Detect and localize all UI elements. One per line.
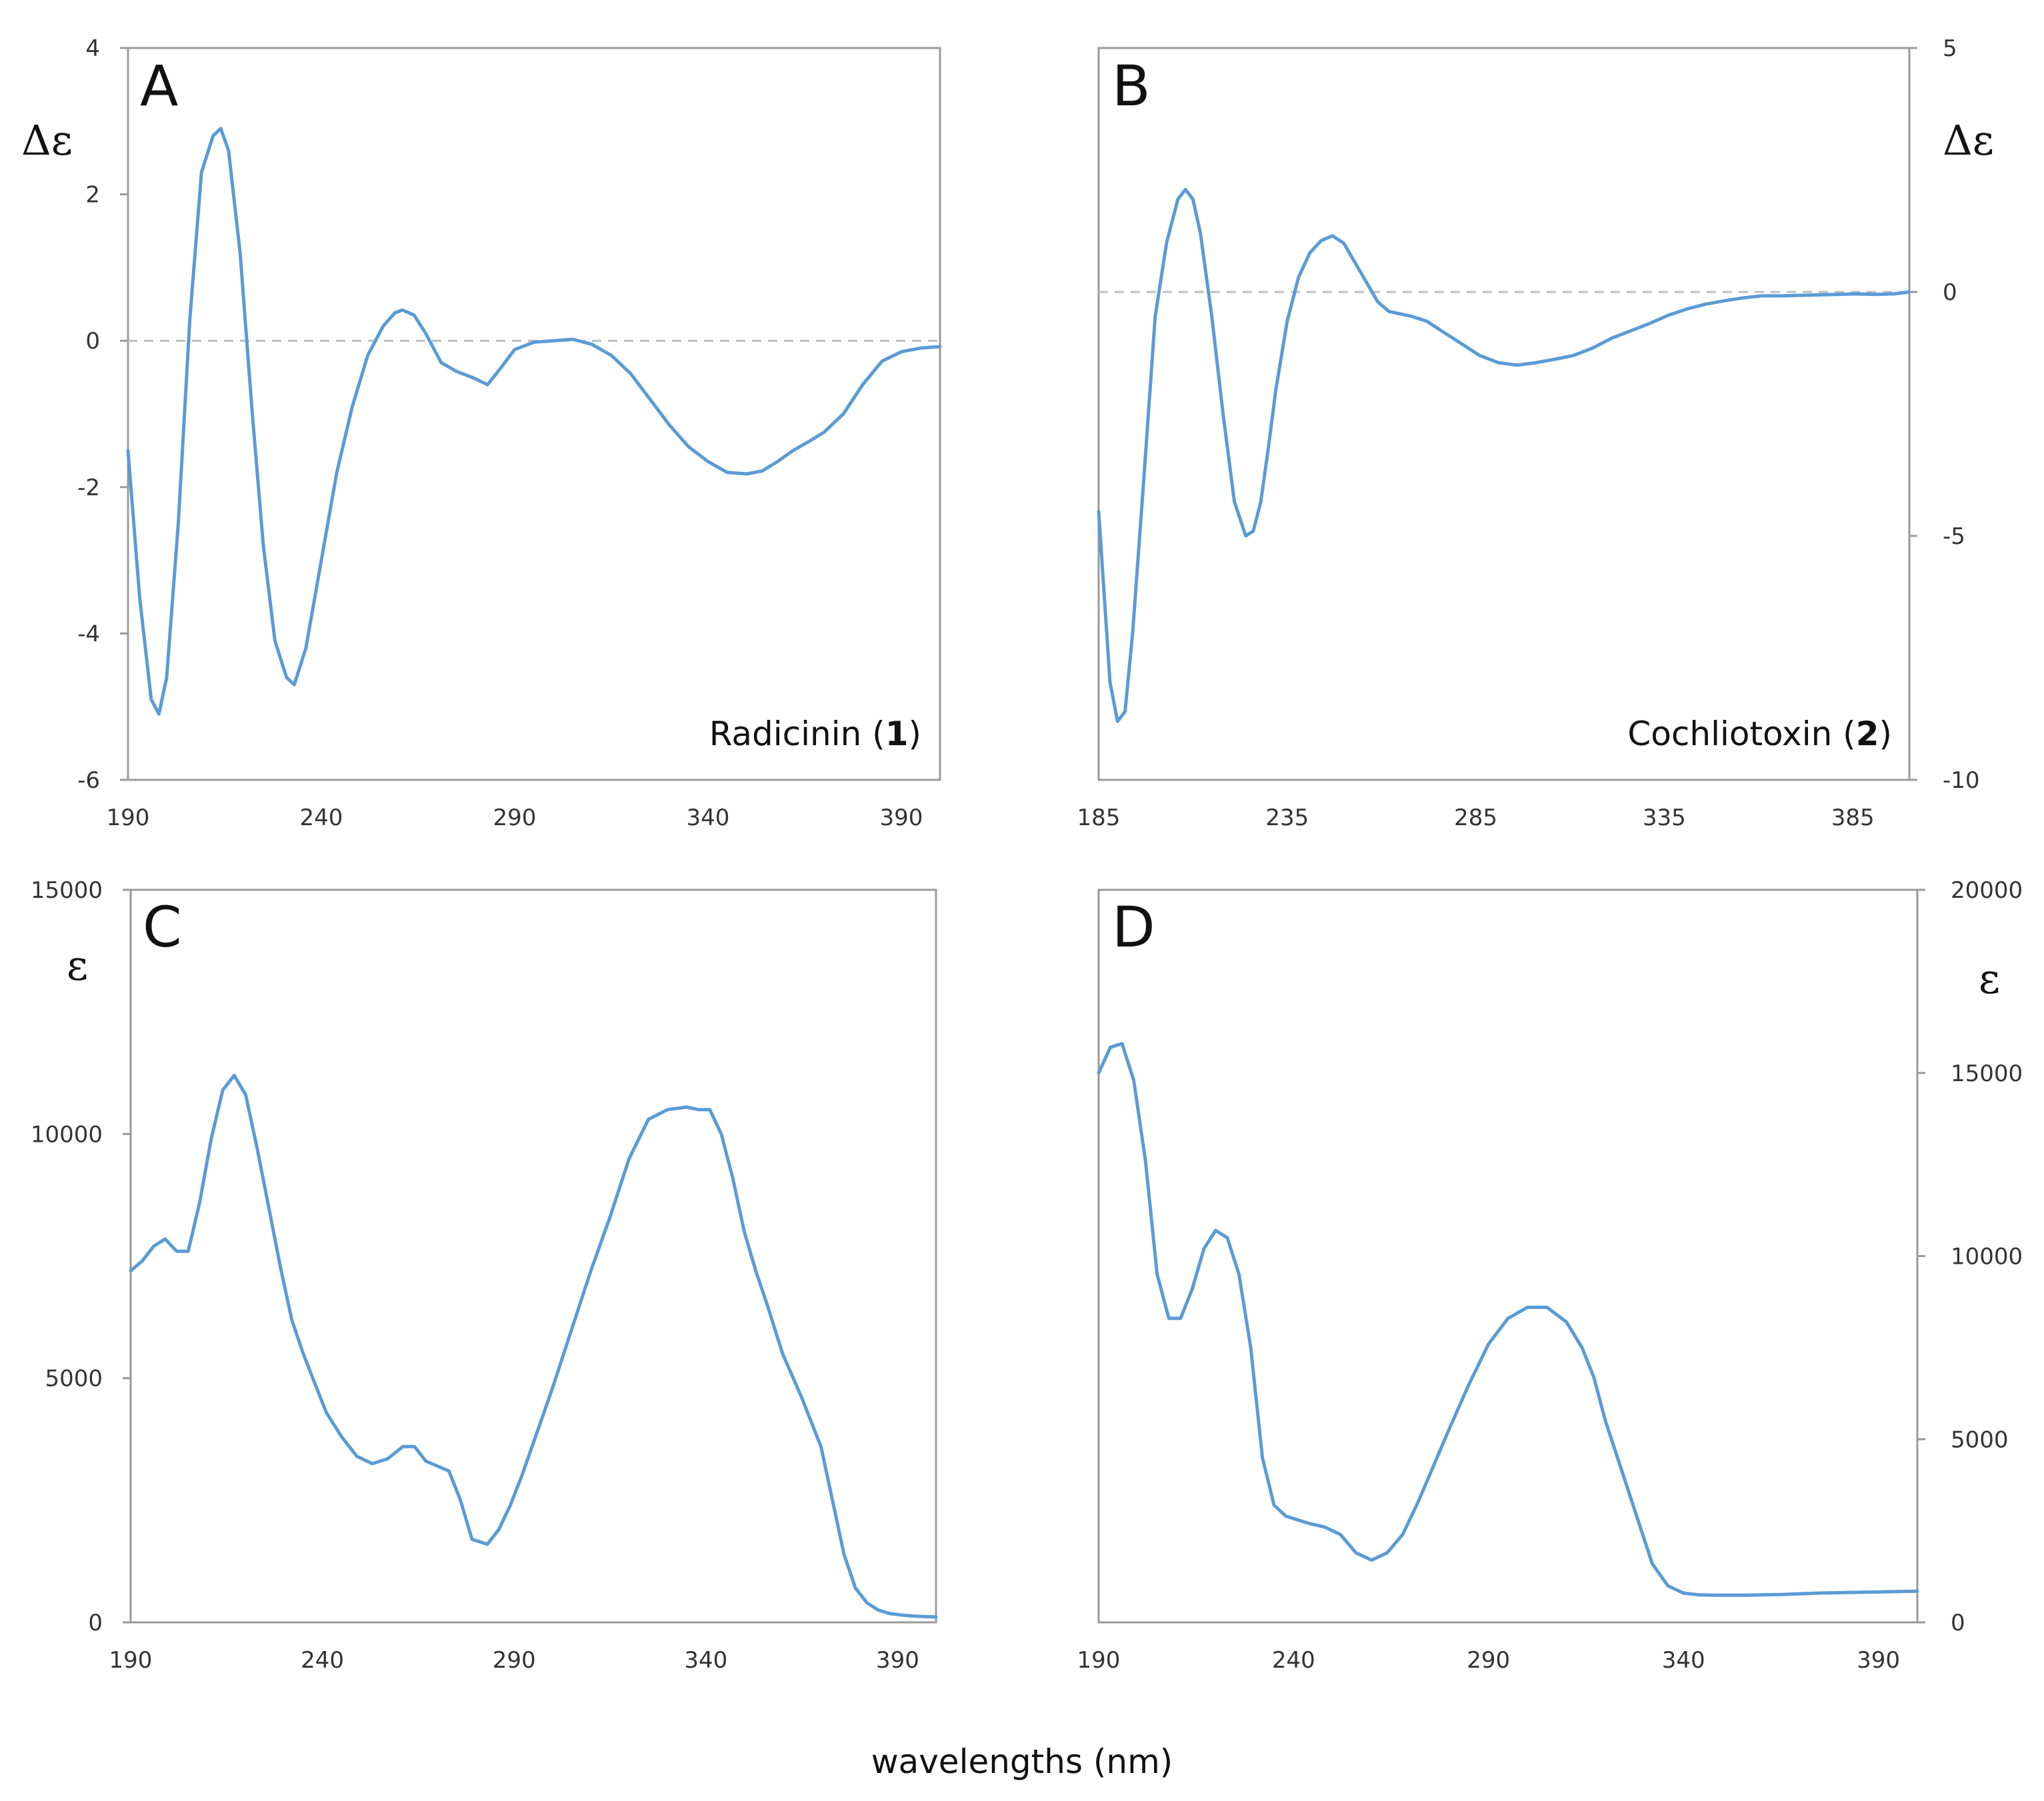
y-tick-label: -6 bbox=[77, 767, 100, 794]
y-axis-label-b: Δε bbox=[1943, 116, 1994, 165]
y-axis-label-d: ε bbox=[1979, 954, 2000, 1003]
y-ticks-b: 5 0 -5 -10 bbox=[1909, 35, 1980, 794]
panel-c: 190 240 290 340 390 15000 10000 5000 0 C ε bbox=[31, 877, 938, 1674]
compound-name-a: Radicinin ( bbox=[709, 715, 885, 753]
x-tick-label: 390 bbox=[1857, 1647, 1900, 1674]
x-tick-label: 185 bbox=[1077, 805, 1121, 831]
panel-b: 185 235 285 335 385 5 0 -5 -10 B Δε Cochliotoxi… bbox=[1077, 35, 1994, 831]
x-tick-label: 335 bbox=[1643, 805, 1686, 831]
y-tick-label: 15000 bbox=[31, 877, 103, 904]
panel-letter-d: D bbox=[1112, 895, 1155, 960]
y-tick-label: 0 bbox=[1951, 1610, 1965, 1636]
compound-number-b: 2 bbox=[1856, 715, 1879, 753]
compound-close-b: ) bbox=[1879, 715, 1892, 753]
y-tick-label: 0 bbox=[88, 1610, 103, 1636]
y-tick-label: 10000 bbox=[31, 1121, 103, 1148]
x-ticks-a: 190 240 290 340 390 bbox=[107, 805, 923, 831]
curve-c bbox=[129, 1073, 938, 1619]
y-tick-label: 10000 bbox=[1951, 1244, 2023, 1270]
y-tick-label: -5 bbox=[1943, 523, 1965, 550]
compound-name-b: Cochliotoxin ( bbox=[1627, 715, 1855, 753]
y-tick-label: 0 bbox=[1943, 279, 1957, 306]
curve-a bbox=[126, 127, 942, 716]
x-ticks-c: 190 240 290 340 390 bbox=[109, 1647, 919, 1674]
y-axis-label-c: ε bbox=[67, 941, 88, 990]
y-tick-label: 15000 bbox=[1951, 1060, 2023, 1087]
x-ticks-b: 185 235 285 335 385 bbox=[1077, 805, 1875, 831]
x-tick-label: 240 bbox=[300, 805, 343, 831]
curve-d bbox=[1097, 1042, 1919, 1597]
y-tick-label: 5 bbox=[1943, 35, 1957, 62]
panel-a: 190 240 290 340 390 4 2 0 -2 -4 -6 A Δε Radicinin… bbox=[21, 35, 942, 831]
x-tick-label: 385 bbox=[1831, 805, 1875, 831]
x-tick-label: 290 bbox=[493, 1647, 536, 1674]
compound-label-b: Cochliotoxin (2) bbox=[1627, 715, 1892, 753]
x-axis-label: wavelengths (nm) bbox=[871, 1742, 1173, 1781]
x-tick-label: 190 bbox=[109, 1647, 153, 1674]
x-tick-label: 390 bbox=[876, 1647, 919, 1674]
curve-b bbox=[1097, 187, 1911, 723]
x-ticks-d: 190 240 290 340 390 bbox=[1077, 1647, 1900, 1674]
plot-frame-c bbox=[129, 889, 937, 1624]
x-tick-label: 340 bbox=[1662, 1647, 1705, 1674]
x-tick-label: 240 bbox=[301, 1647, 344, 1674]
y-tick-label: 0 bbox=[85, 328, 100, 355]
panel-letter-a: A bbox=[140, 53, 178, 119]
compound-close-a: ) bbox=[908, 715, 921, 753]
x-tick-label: 340 bbox=[687, 805, 730, 831]
x-tick-label: 285 bbox=[1454, 805, 1497, 831]
plot-frame-a bbox=[127, 47, 941, 781]
y-ticks-c: 15000 10000 5000 0 bbox=[31, 877, 131, 1636]
y-tick-label: 2 bbox=[85, 182, 100, 209]
x-tick-label: 390 bbox=[880, 805, 923, 831]
panel-d: 190 240 290 340 390 20000 15000 10000 5000 0 D ε bbox=[1077, 877, 2023, 1674]
y-ticks-d: 20000 15000 10000 5000 0 bbox=[1917, 877, 2023, 1636]
y-ticks-a: 4 2 0 -2 -4 -6 bbox=[77, 35, 128, 794]
y-tick-label: 4 bbox=[85, 35, 100, 62]
plot-frame-b bbox=[1097, 47, 1911, 781]
panel-letter-b: B bbox=[1112, 53, 1151, 119]
x-tick-label: 290 bbox=[493, 805, 537, 831]
y-axis-label-a: Δε bbox=[21, 116, 73, 165]
x-tick-label: 340 bbox=[684, 1647, 727, 1674]
y-tick-label: 5000 bbox=[45, 1366, 103, 1392]
compound-number-a: 1 bbox=[885, 715, 909, 753]
y-tick-label: -10 bbox=[1943, 767, 1980, 794]
x-tick-label: 190 bbox=[1077, 1647, 1121, 1674]
x-tick-label: 190 bbox=[107, 805, 150, 831]
y-tick-label: -2 bbox=[77, 475, 100, 501]
y-tick-label: 20000 bbox=[1951, 877, 2023, 904]
compound-label-a: Radicinin (1) bbox=[709, 715, 921, 753]
x-tick-label: 240 bbox=[1272, 1647, 1315, 1674]
x-tick-label: 235 bbox=[1265, 805, 1309, 831]
panel-letter-c: C bbox=[143, 895, 182, 960]
y-tick-label: -4 bbox=[77, 621, 100, 647]
x-tick-label: 290 bbox=[1467, 1647, 1510, 1674]
y-tick-label: 5000 bbox=[1951, 1426, 2009, 1453]
